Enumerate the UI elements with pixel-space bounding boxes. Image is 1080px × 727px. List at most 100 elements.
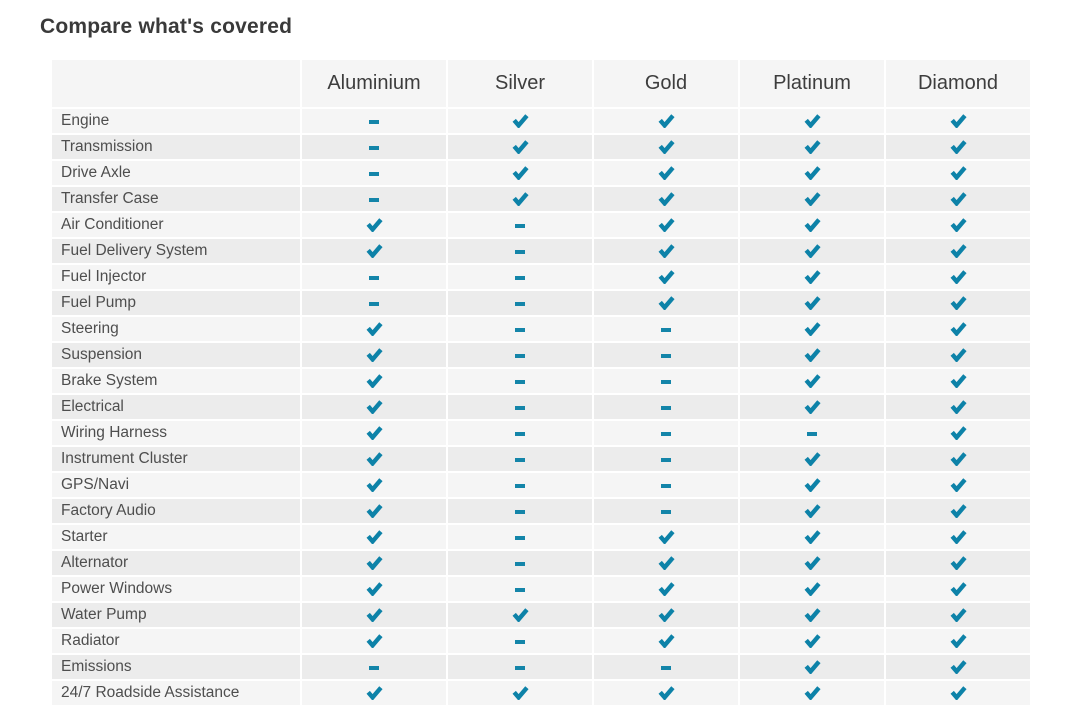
coverage-cell [594, 551, 738, 575]
coverage-cell [886, 187, 1030, 211]
check-icon [950, 660, 967, 675]
coverage-cell [594, 109, 738, 133]
check-icon [950, 218, 967, 233]
coverage-cell [448, 187, 592, 211]
coverage-cell [448, 265, 592, 289]
table-row: Alternator [52, 551, 1030, 575]
check-icon [658, 296, 675, 311]
dash-icon [661, 509, 671, 514]
coverage-cell [886, 473, 1030, 497]
check-icon [804, 478, 821, 493]
check-icon [658, 582, 675, 597]
coverage-cell [886, 603, 1030, 627]
coverage-cell [886, 369, 1030, 393]
table-row: Brake System [52, 369, 1030, 393]
dash-icon [369, 171, 379, 176]
dash-icon [661, 457, 671, 462]
check-icon [950, 270, 967, 285]
check-icon [366, 634, 383, 649]
coverage-cell [886, 291, 1030, 315]
coverage-cell [886, 681, 1030, 705]
row-label: 24/7 Roadside Assistance [52, 681, 300, 705]
coverage-cell [740, 681, 884, 705]
coverage-cell [740, 161, 884, 185]
coverage-cell [448, 551, 592, 575]
coverage-cell [740, 265, 884, 289]
header-row: Aluminium Silver Gold Platinum Diamond [52, 60, 1030, 107]
dash-icon [515, 587, 525, 592]
check-icon [950, 452, 967, 467]
check-icon [950, 192, 967, 207]
check-icon [366, 608, 383, 623]
check-icon [804, 296, 821, 311]
coverage-cell [594, 395, 738, 419]
coverage-cell [302, 109, 446, 133]
check-icon [804, 530, 821, 545]
row-label: Transmission [52, 135, 300, 159]
check-icon [366, 244, 383, 259]
coverage-cell [594, 473, 738, 497]
table-row: Power Windows [52, 577, 1030, 601]
check-icon [366, 348, 383, 363]
check-icon [950, 556, 967, 571]
coverage-cell [448, 525, 592, 549]
dash-icon [515, 353, 525, 358]
coverage-cell [448, 291, 592, 315]
check-icon [366, 582, 383, 597]
coverage-cell [886, 525, 1030, 549]
coverage-cell [448, 395, 592, 419]
coverage-cell [302, 421, 446, 445]
check-icon [512, 686, 529, 701]
coverage-cell [886, 161, 1030, 185]
dash-icon [369, 119, 379, 124]
coverage-cell [302, 317, 446, 341]
coverage-cell [886, 343, 1030, 367]
dash-icon [807, 431, 817, 436]
dash-icon [515, 483, 525, 488]
dash-icon [515, 457, 525, 462]
coverage-cell [302, 603, 446, 627]
table-row: Factory Audio [52, 499, 1030, 523]
coverage-cell [740, 525, 884, 549]
dash-icon [515, 379, 525, 384]
check-icon [658, 530, 675, 545]
coverage-cell [302, 577, 446, 601]
dash-icon [515, 639, 525, 644]
dash-icon [661, 431, 671, 436]
table-row: Starter [52, 525, 1030, 549]
row-label: Suspension [52, 343, 300, 367]
dash-icon [515, 509, 525, 514]
coverage-cell [448, 369, 592, 393]
check-icon [658, 218, 675, 233]
dash-icon [369, 665, 379, 670]
coverage-cell [740, 317, 884, 341]
coverage-cell [740, 421, 884, 445]
check-icon [950, 582, 967, 597]
table-row: Drive Axle [52, 161, 1030, 185]
coverage-cell [448, 109, 592, 133]
coverage-cell [302, 447, 446, 471]
coverage-cell [448, 629, 592, 653]
coverage-cell [302, 551, 446, 575]
coverage-cell [886, 499, 1030, 523]
check-icon [804, 166, 821, 181]
check-icon [950, 608, 967, 623]
check-icon [512, 114, 529, 129]
row-label: Engine [52, 109, 300, 133]
coverage-cell [302, 681, 446, 705]
coverage-cell [448, 681, 592, 705]
check-icon [658, 166, 675, 181]
table-row: Suspension [52, 343, 1030, 367]
coverage-cell [594, 629, 738, 653]
coverage-cell [302, 161, 446, 185]
check-icon [804, 504, 821, 519]
coverage-cell [302, 187, 446, 211]
coverage-cell [886, 447, 1030, 471]
row-label: Wiring Harness [52, 421, 300, 445]
coverage-cell [448, 447, 592, 471]
check-icon [366, 478, 383, 493]
coverage-cell [740, 499, 884, 523]
coverage-cell [594, 343, 738, 367]
coverage-cell [302, 473, 446, 497]
coverage-cell [302, 239, 446, 263]
